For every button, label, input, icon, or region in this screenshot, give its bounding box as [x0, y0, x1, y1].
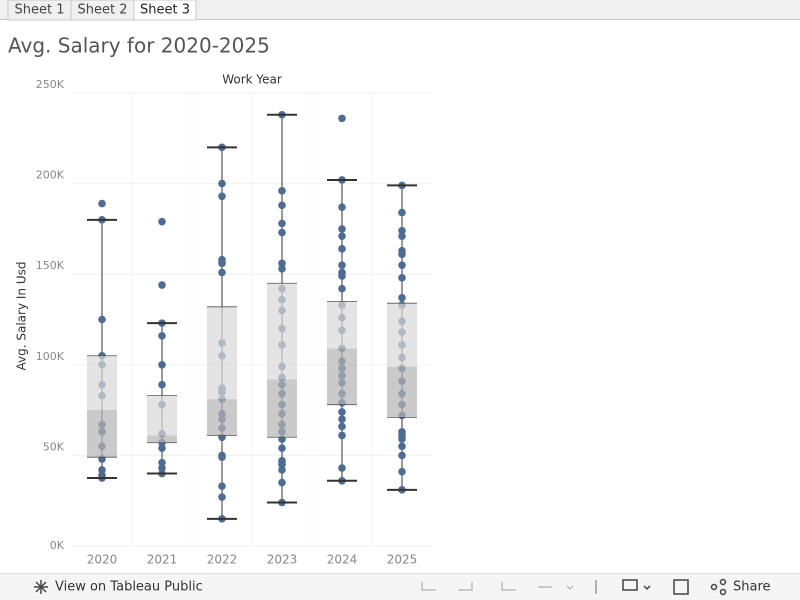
- x-tick-label: 2023: [267, 553, 298, 567]
- toolbar-icons: [421, 580, 597, 594]
- box-upper: [327, 301, 357, 349]
- x-tick-label: 2025: [387, 553, 418, 567]
- data-point: [278, 187, 286, 195]
- box-lower: [147, 435, 177, 443]
- y-tick-label: 50K: [43, 440, 65, 453]
- data-point: [218, 192, 226, 201]
- data-point: [218, 482, 226, 491]
- data-point: [218, 259, 226, 268]
- y-tick-label: 200K: [36, 169, 65, 182]
- data-point: [338, 284, 346, 293]
- data-point: [398, 250, 406, 259]
- box-upper: [387, 303, 417, 367]
- data-point: [398, 261, 406, 269]
- box-lower: [87, 410, 117, 458]
- data-point: [338, 232, 346, 240]
- data-point: [338, 225, 346, 233]
- x-tick-label: 2021: [147, 553, 178, 567]
- y-tick-label: 250K: [36, 78, 65, 91]
- x-axis-title: Work Year: [222, 73, 282, 87]
- download-icon[interactable]: [622, 578, 727, 596]
- data-point: [398, 435, 406, 443]
- box-upper: [267, 283, 297, 380]
- data-point: [278, 228, 286, 237]
- data-point: [278, 466, 286, 474]
- data-point: [338, 464, 346, 472]
- data-point: [278, 444, 286, 452]
- data-point: [338, 245, 346, 253]
- data-point: [398, 442, 406, 451]
- y-axis-title: Avg. Salary In Usd: [15, 262, 29, 371]
- data-point: [158, 217, 166, 226]
- data-point: [338, 272, 346, 280]
- toolbar: [0, 573, 800, 600]
- x-tick-label: 2024: [327, 553, 358, 567]
- tab-bar: [0, 0, 800, 20]
- chart-title: Avg. Salary for 2020-2025: [8, 34, 270, 58]
- data-point: [338, 114, 346, 123]
- data-point: [158, 380, 166, 389]
- data-point: [278, 201, 286, 210]
- data-point: [398, 467, 406, 476]
- data-point: [338, 431, 346, 440]
- y-tick-label: 100K: [36, 350, 65, 363]
- data-point: [218, 453, 226, 462]
- data-point: [338, 408, 346, 416]
- data-point: [98, 315, 106, 324]
- data-point: [398, 451, 406, 460]
- tabs: Sheet 1 Sheet 2 Sheet 3: [7, 0, 197, 21]
- data-point: [218, 493, 226, 501]
- data-point: [398, 274, 406, 282]
- box-lower: [207, 399, 237, 436]
- data-point: [158, 458, 166, 467]
- data-point: [338, 261, 346, 269]
- share-button[interactable]: Share: [733, 580, 771, 595]
- data-point: [278, 219, 286, 228]
- data-point: [338, 422, 346, 431]
- data-point: [158, 444, 166, 452]
- box-upper: [207, 306, 237, 400]
- data-point: [398, 226, 406, 235]
- view-on-tableau-link[interactable]: View on Tableau Public: [55, 580, 203, 595]
- data-point: [278, 478, 286, 487]
- data-point: [398, 293, 406, 302]
- data-point: [278, 460, 286, 469]
- box-upper: [87, 355, 117, 411]
- y-tick-label: 0K: [50, 539, 65, 552]
- box-lower: [327, 348, 357, 405]
- box-upper: [147, 395, 177, 436]
- box-lower: [267, 379, 297, 438]
- tab-label[interactable]: Sheet 1: [15, 3, 65, 18]
- data-point: [278, 259, 286, 268]
- data-point: [398, 208, 406, 217]
- tab-label[interactable]: Sheet 3: [140, 3, 190, 18]
- data-point: [158, 332, 166, 340]
- box-lower: [387, 366, 417, 418]
- tableau-icon: [34, 580, 48, 594]
- data-point: [98, 199, 106, 208]
- plot: 0K 50K 100K 150K 200K 250K 2020 2021 2022 2023 202…: [36, 78, 432, 567]
- data-point: [218, 179, 226, 188]
- data-point: [398, 232, 406, 240]
- data-point: [98, 466, 106, 474]
- data-point: [278, 264, 286, 273]
- x-tick-label: 2022: [207, 553, 238, 567]
- data-point: [158, 464, 166, 472]
- y-tick-label: 150K: [36, 259, 65, 272]
- data-point: [338, 415, 346, 423]
- tab[interactable]: [133, 0, 197, 21]
- data-point: [158, 281, 166, 289]
- data-point: [338, 203, 346, 211]
- data-point: [218, 268, 226, 277]
- x-tick-label: 2020: [87, 553, 118, 567]
- tab-label[interactable]: Sheet 2: [78, 3, 128, 18]
- data-point: [158, 361, 166, 369]
